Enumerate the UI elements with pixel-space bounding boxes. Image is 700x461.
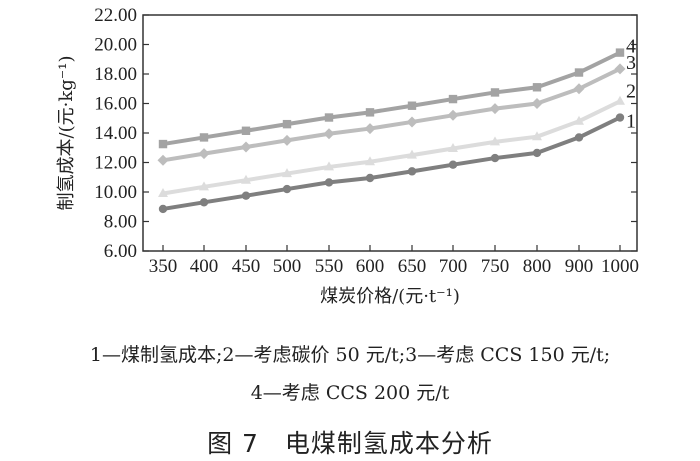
data-point <box>447 109 459 121</box>
data-point <box>574 68 584 77</box>
x-tick-label: 600 <box>356 256 385 277</box>
data-point <box>198 148 210 160</box>
y-tick-label: 6.00 <box>104 241 137 262</box>
y-axis-title: 制氢成本/(元·kg⁻¹) <box>56 56 77 211</box>
data-point <box>614 63 626 75</box>
data-point <box>615 48 625 57</box>
data-point <box>157 154 169 166</box>
data-point <box>199 181 209 191</box>
y-tick-label: 8.00 <box>104 212 137 233</box>
data-point <box>448 94 458 104</box>
line-chart: 6.008.0010.0012.0014.0016.0018.0020.0022… <box>56 5 639 307</box>
data-point <box>407 101 417 110</box>
series-label-3: 3 <box>626 52 636 74</box>
data-point <box>282 184 292 194</box>
series-line-2 <box>162 99 621 196</box>
data-point <box>407 149 417 159</box>
data-point <box>574 133 584 142</box>
data-point <box>532 83 542 92</box>
y-tick-label: 14.00 <box>94 123 137 144</box>
data-point <box>241 126 251 135</box>
data-point <box>490 153 500 163</box>
series-line-3 <box>162 67 621 163</box>
x-tick-label: 400 <box>190 256 219 277</box>
data-point <box>240 141 252 153</box>
data-point <box>574 115 584 125</box>
data-point <box>532 148 542 158</box>
data-point <box>282 119 292 129</box>
y-tick-label: 20.00 <box>94 35 137 56</box>
data-point <box>364 123 376 135</box>
x-axis: 350 400 450 500 550 600 650 700 750 800 900 1000 <box>149 245 639 277</box>
data-point <box>199 198 209 207</box>
data-point <box>573 83 585 95</box>
data-point <box>615 95 625 105</box>
data-point <box>323 128 335 140</box>
data-point <box>241 191 251 200</box>
x-tick-label: 500 <box>273 256 302 277</box>
series-label-4: 4 <box>626 36 636 58</box>
data-point <box>158 204 168 214</box>
series-line-4 <box>162 50 621 147</box>
data-point <box>406 116 418 128</box>
y-axis: 6.008.0010.0012.0014.0016.0018.0020.0022… <box>94 5 637 262</box>
data-point <box>490 136 500 146</box>
y-tick-label: 10.00 <box>94 182 137 203</box>
data-point <box>532 131 542 141</box>
data-point <box>448 160 458 169</box>
x-tick-label: 1000 <box>601 256 639 277</box>
data-point <box>241 174 251 184</box>
series-line-1 <box>162 115 621 211</box>
x-tick-label: 900 <box>565 256 594 277</box>
data-point <box>199 133 209 142</box>
data-point <box>365 173 375 183</box>
data-point <box>365 108 375 117</box>
x-tick-label: 750 <box>481 256 510 277</box>
figure-title: 图 7 电煤制氢成本分析 <box>207 429 493 458</box>
data-point <box>490 88 500 97</box>
data-point <box>531 98 543 109</box>
x-tick-label: 800 <box>523 256 552 277</box>
y-tick-label: 22.00 <box>94 5 137 26</box>
data-point <box>324 178 334 187</box>
x-tick-label: 650 <box>398 256 427 277</box>
data-point <box>281 134 293 146</box>
x-tick-label: 700 <box>439 256 468 277</box>
data-point <box>324 113 334 122</box>
x-tick-label: 450 <box>232 256 261 277</box>
series-group: 1 2 34 <box>157 36 636 214</box>
data-point <box>324 161 334 171</box>
data-point <box>615 113 625 122</box>
legend-caption-line-1: 1—煤制氢成本;2—考虑碳价 50 元/t;3—考虑 CCS 150 元/t; <box>89 344 611 366</box>
y-tick-label: 12.00 <box>94 153 137 174</box>
data-point <box>158 139 168 149</box>
y-tick-label: 18.00 <box>94 64 137 85</box>
series-label-2: 2 <box>626 80 636 102</box>
data-point <box>282 168 292 178</box>
data-point <box>448 142 458 152</box>
data-point <box>158 187 168 197</box>
data-point <box>407 167 417 176</box>
legend-caption-line-2: 4—考虑 CCS 200 元/t <box>250 382 450 404</box>
data-point <box>365 156 375 166</box>
plot-frame <box>142 14 638 252</box>
x-axis-title: 煤炭价格/(元·t⁻¹) <box>320 286 460 307</box>
data-point <box>489 103 501 115</box>
x-tick-label: 350 <box>149 256 178 277</box>
series-label-1: 1 <box>626 111 636 133</box>
y-tick-label: 16.00 <box>94 94 137 115</box>
x-tick-label: 550 <box>315 256 344 277</box>
